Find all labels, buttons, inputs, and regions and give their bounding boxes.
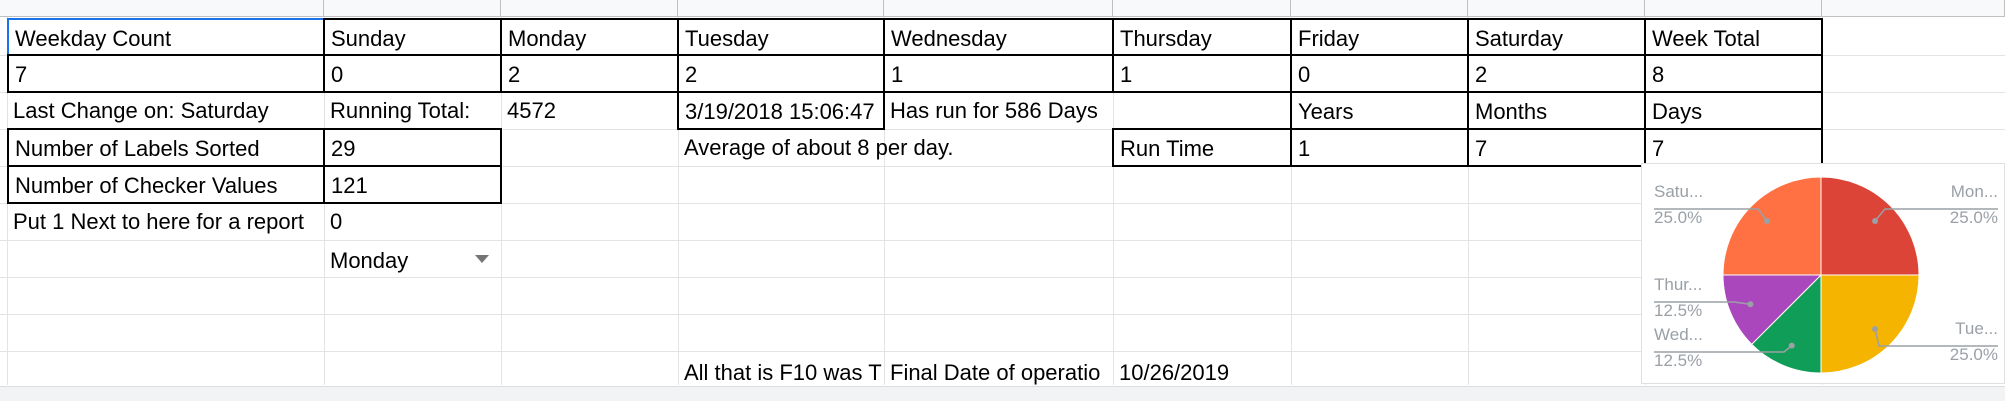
slice-label-name: Thur... — [1654, 275, 1702, 294]
pie-chart-svg: Mon... 25.0% Tue... 25.0% Wed... 12.5% Thur...… — [1654, 176, 1998, 374]
cell-i2[interactable]: 8 — [1644, 54, 1823, 93]
slice-label-percent: 25.0% — [1950, 208, 1998, 227]
column-header-c[interactable] — [501, 0, 678, 17]
slice-label-name: Satu... — [1654, 182, 1703, 201]
cell-g1[interactable]: Friday — [1290, 18, 1469, 56]
gridline — [1468, 17, 1469, 385]
slice-label-percent: 25.0% — [1654, 208, 1702, 227]
gridline — [0, 277, 2005, 278]
cell-a5[interactable]: Number of Checker Values — [7, 165, 325, 204]
gridline — [678, 17, 679, 385]
column-header-b[interactable] — [324, 0, 501, 17]
gridline — [0, 129, 2005, 130]
leader-line — [1654, 345, 1793, 353]
cell-d1[interactable]: Tuesday — [677, 18, 885, 56]
cell-i4[interactable]: 7 — [1644, 128, 1823, 167]
cell-h2[interactable]: 2 — [1467, 54, 1646, 93]
cell-a3[interactable]: Last Change on: Saturday — [13, 98, 269, 123]
slice-label-percent: 25.0% — [1950, 345, 1998, 364]
column-header-f[interactable] — [1113, 0, 1291, 17]
horizontal-scrollbar[interactable] — [0, 386, 2005, 401]
leader-dot — [1872, 326, 1879, 333]
cell-h4[interactable]: 7 — [1467, 128, 1646, 167]
gridline — [884, 17, 885, 385]
leader-dot — [1872, 217, 1879, 224]
gridline — [1291, 17, 1292, 385]
gridline — [0, 351, 2005, 352]
cell-c3[interactable]: 4572 — [507, 98, 556, 123]
cell-b6[interactable]: 0 — [330, 209, 343, 234]
slice-label-name: Tue... — [1955, 319, 1998, 338]
cell-d4[interactable]: Average of about 8 per day. — [684, 135, 954, 160]
cell-a2[interactable]: 7 — [7, 54, 325, 93]
slice-label-percent: 12.5% — [1654, 351, 1702, 370]
column-header-i[interactable] — [1645, 0, 1822, 17]
cell-h1[interactable]: Saturday — [1467, 18, 1646, 56]
cell-b4[interactable]: 29 — [323, 128, 502, 167]
cell-e3[interactable]: Has run for 586 Days — [890, 98, 1098, 123]
pie-slice-monday[interactable] — [1820, 176, 1920, 276]
cell-h3[interactable]: Months — [1467, 91, 1646, 130]
cell-e2[interactable]: 1 — [883, 54, 1114, 93]
cell-b3[interactable]: Running Total: — [330, 98, 471, 123]
leader-dot — [1788, 342, 1795, 349]
column-header-g[interactable] — [1291, 0, 1468, 17]
cell-e1[interactable]: Wednesday — [883, 18, 1114, 56]
slice-label-name: Wed... — [1654, 325, 1703, 344]
column-header-e[interactable] — [884, 0, 1113, 17]
cell-b2[interactable]: 0 — [323, 54, 502, 93]
cell-f10[interactable]: 10/26/2019 — [1119, 360, 1230, 385]
gridline — [0, 240, 2005, 241]
cell-d3[interactable]: 3/19/2018 15:06:47 — [677, 91, 885, 130]
cell-b5[interactable]: 121 — [323, 165, 502, 204]
leader-line — [1874, 208, 1998, 222]
pie-slice-tuesday[interactable] — [1820, 274, 1920, 374]
weekday-pie-chart[interactable]: Mon... 25.0% Tue... 25.0% Wed... 12.5% Thur...… — [1641, 163, 2005, 384]
cell-c1[interactable]: Monday — [500, 18, 679, 56]
cell-g3[interactable]: Years — [1290, 91, 1469, 130]
cell-d10[interactable]: All that is F10 was T — [684, 360, 882, 385]
leader-line — [1654, 301, 1751, 305]
column-header-j[interactable] — [1822, 0, 2005, 17]
column-header-d[interactable] — [678, 0, 884, 17]
dropdown-arrow-icon[interactable] — [475, 255, 489, 263]
pie-slice-thursday[interactable] — [1722, 274, 1823, 346]
slice-label-name: Mon... — [1951, 182, 1998, 201]
column-header-a[interactable] — [0, 0, 324, 17]
cell-i1[interactable]: Week Total — [1644, 18, 1823, 56]
leader-line — [1654, 208, 1768, 222]
column-header-h[interactable] — [1468, 0, 1645, 17]
cell-d2[interactable]: 2 — [677, 54, 885, 93]
cell-a1[interactable]: Weekday Count — [7, 18, 325, 56]
gridline — [0, 314, 2005, 315]
gridline — [0, 203, 2005, 204]
cell-g4[interactable]: 1 — [1290, 128, 1469, 167]
cell-f2[interactable]: 1 — [1112, 54, 1292, 93]
weekday-dropdown-cell[interactable]: Monday — [330, 248, 409, 273]
cell-i3[interactable]: Days — [1644, 91, 1823, 130]
pie-slice-wednesday[interactable] — [1750, 273, 1822, 374]
cell-a6[interactable]: Put 1 Next to here for a report — [13, 209, 305, 234]
cell-f1[interactable]: Thursday — [1112, 18, 1292, 56]
cell-a4[interactable]: Number of Labels Sorted — [7, 128, 325, 167]
cell-g2[interactable]: 0 — [1290, 54, 1469, 93]
slice-label-percent: 12.5% — [1654, 301, 1702, 320]
leader-line — [1874, 328, 1998, 347]
cell-e10[interactable]: Final Date of operatio — [890, 360, 1101, 385]
leader-dot — [1747, 301, 1754, 308]
leader-dot — [1763, 217, 1770, 224]
gridline — [1113, 17, 1114, 385]
cell-f4[interactable]: Run Time — [1112, 128, 1292, 167]
pie-slice-saturday[interactable] — [1722, 176, 1822, 276]
cell-b1[interactable]: Sunday — [323, 18, 502, 56]
gridline — [0, 166, 2005, 167]
cell-c2[interactable]: 2 — [500, 54, 679, 93]
